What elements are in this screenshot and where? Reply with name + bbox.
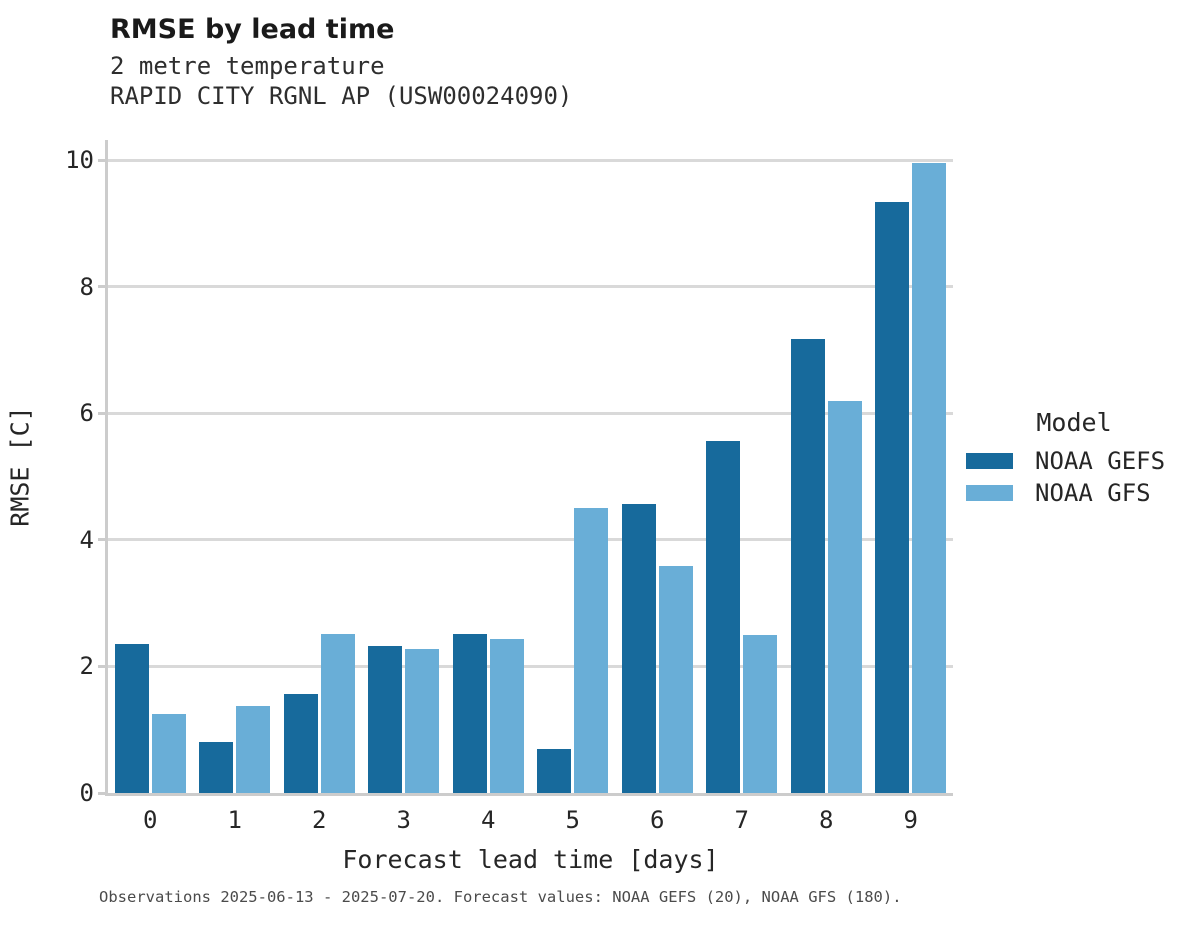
y-tick-mark: [98, 538, 105, 542]
bar-group-day-9: [869, 140, 954, 793]
x-tick-label: 6: [650, 806, 665, 834]
x-axis-spine: [105, 793, 953, 796]
y-tick-label: 4: [79, 525, 94, 554]
chart-subtitle-station: RAPID CITY RGNL AP (USW00024090): [110, 82, 573, 110]
legend-item: NOAA GEFS: [966, 447, 1182, 475]
legend-item: NOAA GFS: [966, 479, 1182, 507]
bar-noaa-gfs-day-3: [405, 648, 440, 793]
bar-noaa-gfs-day-2: [320, 634, 355, 793]
bar-group-day-5: [531, 140, 616, 793]
bar-noaa-gefs-day-1: [199, 741, 234, 793]
bar-noaa-gefs-day-2: [283, 693, 318, 793]
gridline: [108, 285, 953, 289]
bar-group-day-7: [700, 140, 785, 793]
bar-group-day-4: [446, 140, 531, 793]
y-tick-mark: [98, 664, 105, 668]
x-tick-label: 7: [734, 806, 749, 834]
gridline: [108, 664, 953, 668]
bar-noaa-gfs-day-1: [236, 705, 271, 793]
bar-noaa-gfs-day-9: [912, 162, 947, 793]
y-tick-label: 6: [79, 399, 94, 428]
bar-noaa-gfs-day-8: [827, 400, 862, 793]
y-tick-label: 8: [79, 272, 94, 301]
gridline: [108, 538, 953, 542]
bar-group-day-3: [362, 140, 447, 793]
bar-group-day-0: [108, 140, 193, 793]
y-tick-label: 10: [65, 146, 94, 175]
footer-note: Observations 2025-06-13 - 2025-07-20. Fo…: [99, 888, 902, 906]
bar-noaa-gefs-day-0: [114, 643, 149, 793]
y-tick-mark: [98, 285, 105, 289]
x-tick-label: 4: [481, 806, 496, 834]
bar-noaa-gefs-day-6: [621, 503, 656, 793]
bar-noaa-gefs-day-9: [875, 202, 910, 793]
bar-group-day-6: [615, 140, 700, 793]
bar-noaa-gfs-day-4: [489, 638, 524, 793]
legend: Model NOAA GEFS NOAA GFS: [966, 408, 1182, 513]
x-axis-title: Forecast lead time [days]: [342, 845, 719, 874]
legend-swatch-icon: [966, 453, 1013, 469]
y-axis-spine: [105, 140, 108, 796]
bar-group-day-1: [193, 140, 278, 793]
bar-noaa-gfs-day-5: [574, 508, 609, 793]
y-tick-label: 2: [79, 652, 94, 681]
x-tick-label: 2: [312, 806, 327, 834]
y-tick-label: 0: [79, 779, 94, 807]
bar-group-day-8: [784, 140, 869, 793]
gridline: [108, 158, 953, 162]
bar-noaa-gefs-day-4: [452, 634, 487, 793]
x-tick-label: 3: [396, 806, 411, 834]
x-tick-label: 5: [565, 806, 580, 834]
plot-area: [98, 140, 954, 796]
chart-title: RMSE by lead time: [110, 14, 395, 45]
y-tick-mark: [98, 158, 105, 162]
legend-label: NOAA GFS: [1035, 479, 1151, 507]
bar-noaa-gefs-day-8: [790, 339, 825, 793]
x-tick-label: 8: [819, 806, 834, 834]
bar-noaa-gefs-day-7: [706, 440, 741, 793]
y-tick-mark: [98, 791, 105, 795]
x-tick-label: 1: [227, 806, 242, 834]
bar-noaa-gfs-day-6: [658, 566, 693, 793]
bar-noaa-gfs-day-7: [743, 635, 778, 793]
y-tick-mark: [98, 411, 105, 415]
bar-noaa-gefs-day-3: [368, 645, 403, 793]
legend-label: NOAA GEFS: [1035, 447, 1166, 475]
x-tick-label: 9: [903, 806, 918, 834]
chart-subtitle-variable: 2 metre temperature: [110, 52, 385, 80]
legend-rows: NOAA GEFS NOAA GFS: [966, 447, 1182, 507]
x-tick-label: 0: [143, 806, 158, 834]
bar-group-day-2: [277, 140, 362, 793]
gridline: [108, 411, 953, 415]
legend-swatch-icon: [966, 485, 1013, 501]
legend-title: Model: [1036, 408, 1112, 437]
bar-noaa-gfs-day-0: [151, 713, 186, 793]
bar-noaa-gefs-day-5: [537, 748, 572, 793]
